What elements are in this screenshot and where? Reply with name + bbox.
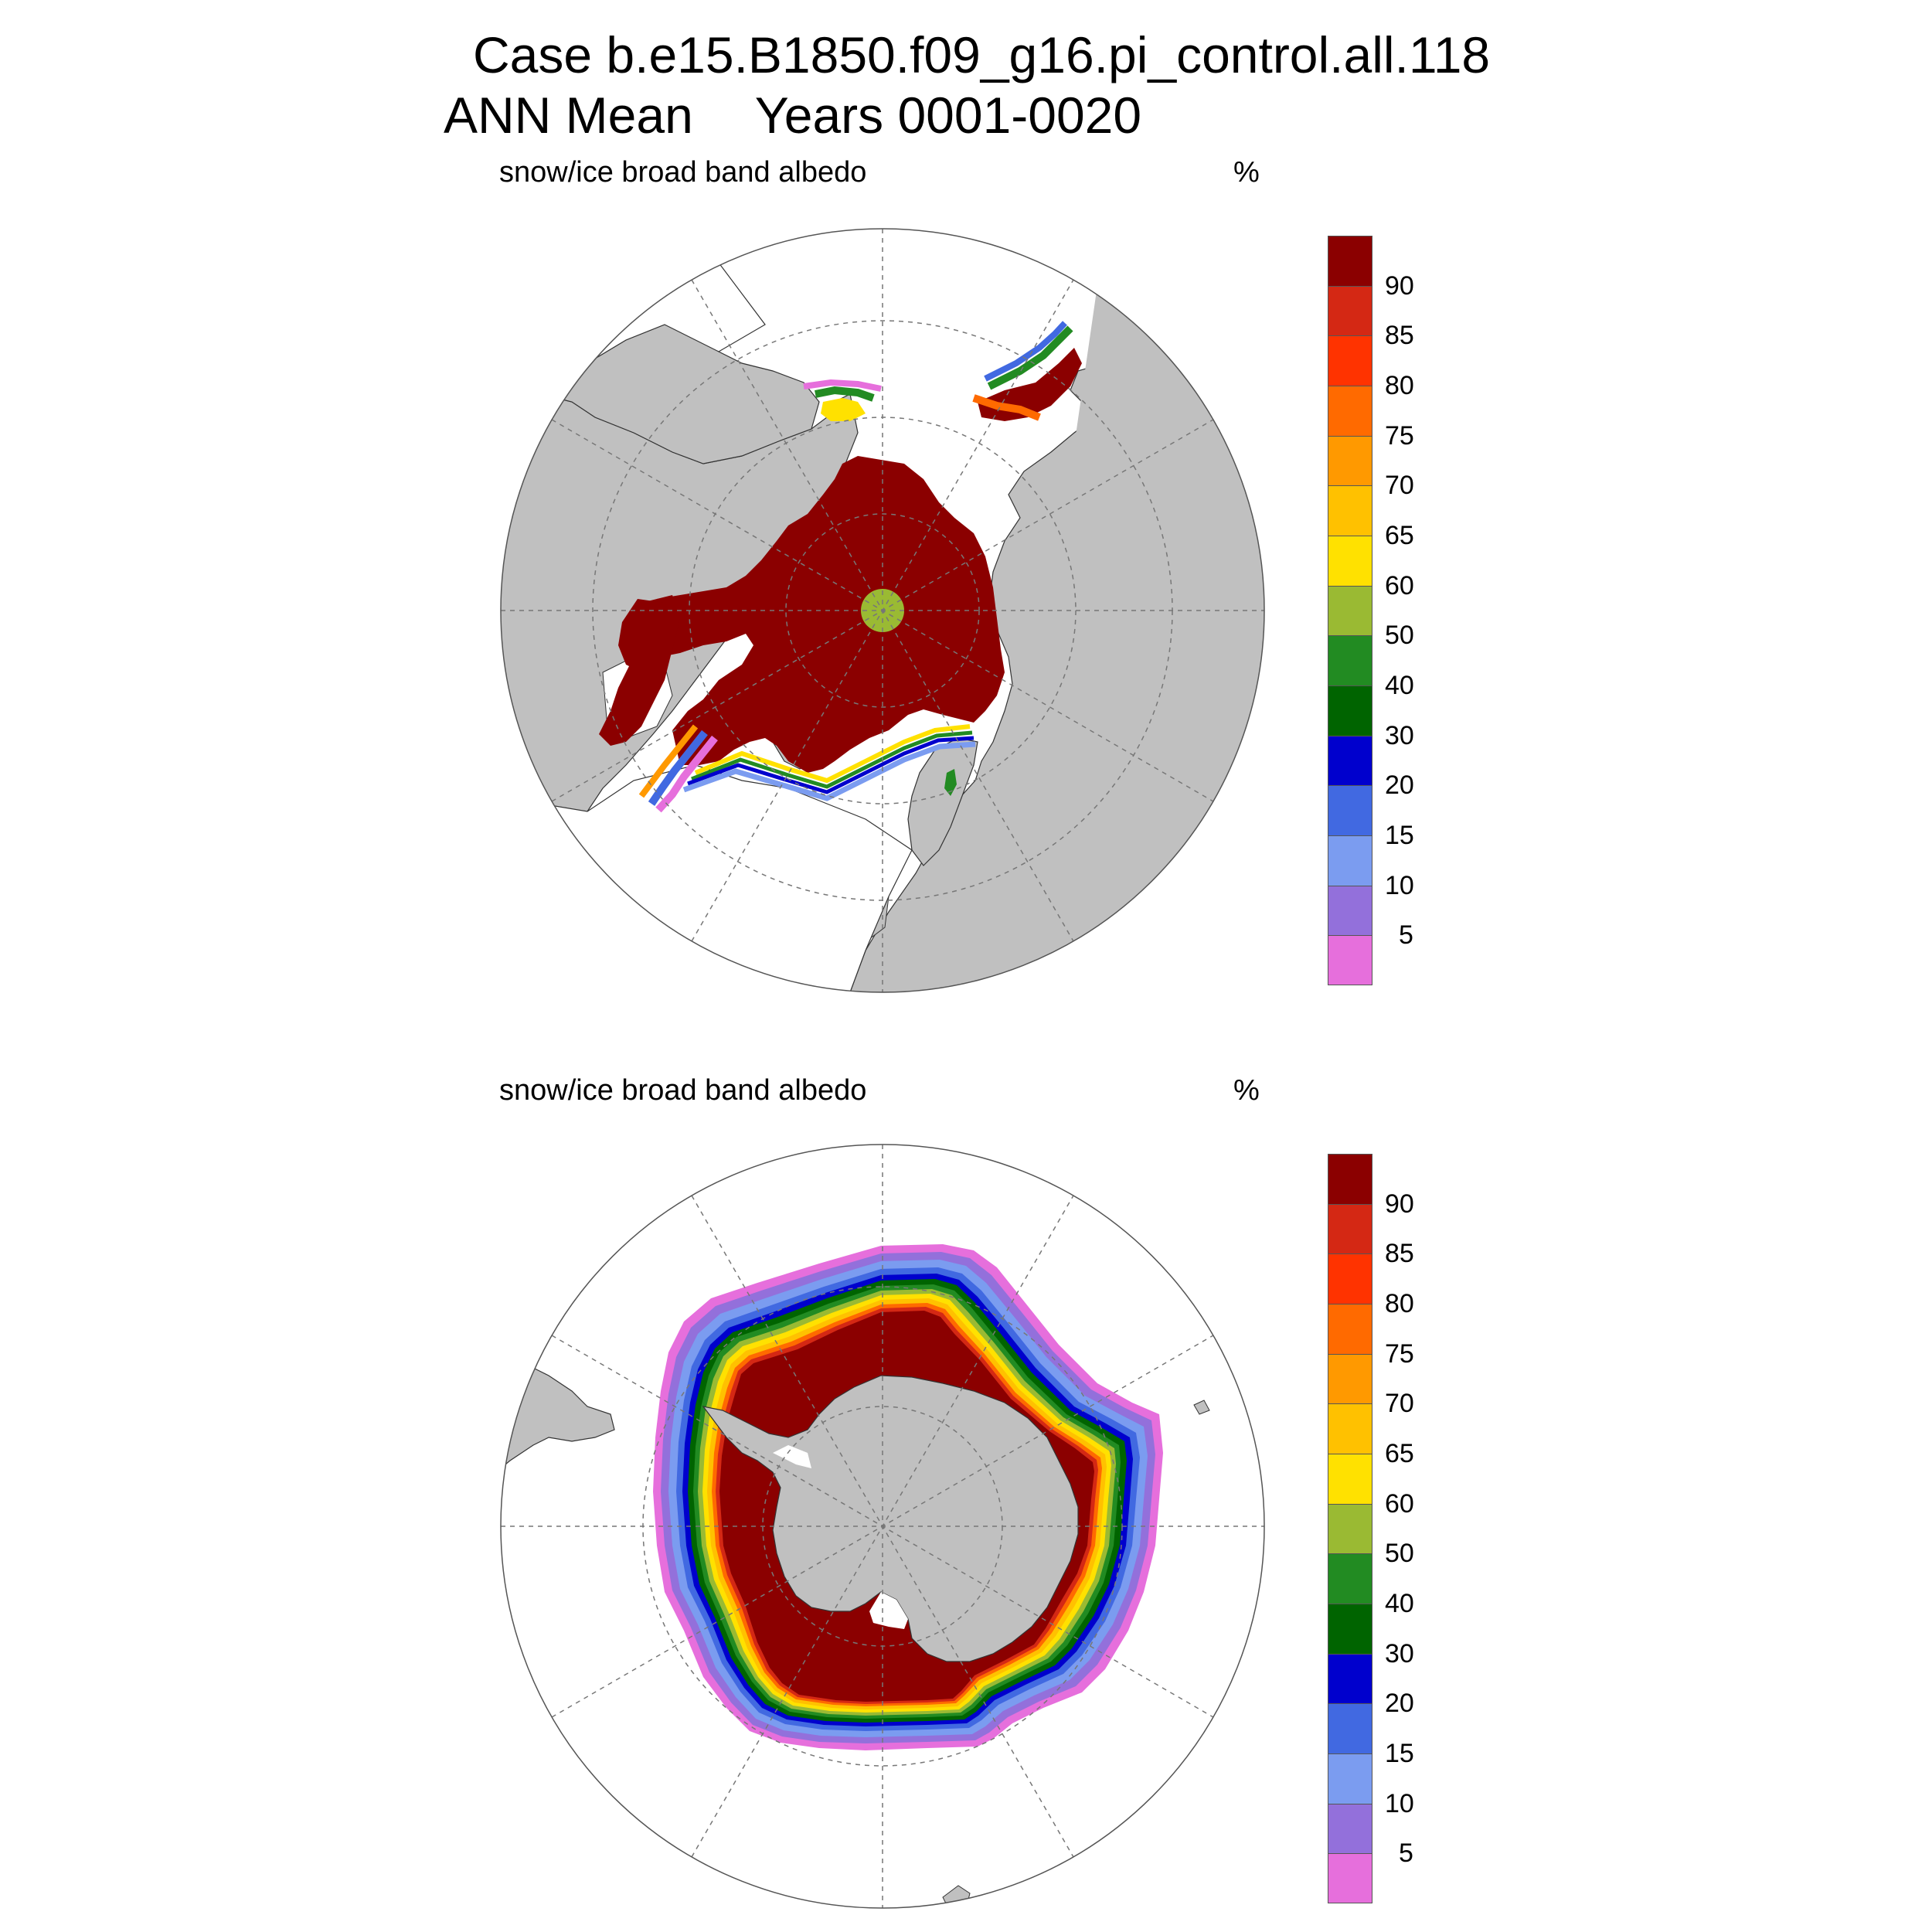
colorbar-swatch xyxy=(1328,1154,1372,1204)
colorbar-tick-label: 40 xyxy=(1385,671,1414,700)
colorbar-tick-label: 5 xyxy=(1399,1838,1413,1869)
colorbar-tick-label: 50 xyxy=(1385,1539,1414,1569)
north-sea-ice-baltic xyxy=(944,769,957,796)
north-sea-ice-labrador-margin-b xyxy=(648,730,708,806)
north-sea-ice-arctic xyxy=(641,456,1005,773)
colorbar-tick-label: 80 xyxy=(1385,1289,1414,1318)
colorbar-tick-label: 10 xyxy=(1385,870,1414,900)
colorbar-tick-label: 65 xyxy=(1385,1439,1414,1468)
season-label: ANN Mean xyxy=(444,87,693,144)
colorbar-tick-label: 90 xyxy=(1385,1189,1414,1219)
colorbar-tick-label: 75 xyxy=(1385,420,1414,451)
south-land-south-america xyxy=(501,1363,615,1470)
north-colorbar: 5 10 15 20 30 40 50 60 65 70 75 80 85 90 xyxy=(1328,236,1414,985)
north-sea-ice-okhotsk-margin xyxy=(987,325,1073,390)
colorbar-tick-label: 40 xyxy=(1385,1589,1414,1618)
north-sea-ice-bering xyxy=(821,398,866,421)
south-graticule xyxy=(501,1145,1264,1908)
colorbar-tick-label: 70 xyxy=(1385,471,1414,501)
colorbar-tick-label: 75 xyxy=(1385,1338,1414,1369)
case-title: Case b.e15.B1850.f09_g16.pi_control.all.… xyxy=(473,26,1491,83)
south-map-content xyxy=(501,1244,1210,1908)
north-sea-ice-margin-4 xyxy=(682,741,976,801)
colorbar-swatch xyxy=(1328,1503,1372,1554)
south-variable-label: snow/ice broad band albedo xyxy=(499,1074,867,1107)
colorbar-swatch xyxy=(1328,536,1372,586)
colorbar-tick-label: 70 xyxy=(1385,1389,1414,1419)
north-sea-ice-margin-3 xyxy=(687,736,975,794)
south-units-label: % xyxy=(1233,1074,1260,1107)
colorbar-swatch xyxy=(1328,1604,1372,1654)
north-sea-ice-okhotsk-margin-c xyxy=(972,394,1041,421)
north-land-east xyxy=(927,229,1264,992)
colorbar-frame xyxy=(1328,236,1372,985)
north-units-label: % xyxy=(1233,156,1260,189)
colorbar-swatch xyxy=(1328,1253,1372,1304)
colorbar-tick-label: 15 xyxy=(1385,821,1414,850)
colorbar-tick-label: 65 xyxy=(1385,521,1414,550)
north-polar-map xyxy=(500,228,1265,993)
south-colorbar: 5 10 15 20 30 40 50 60 65 70 75 80 85 90 xyxy=(1328,1154,1414,1903)
colorbar-tick-label: 80 xyxy=(1385,371,1414,400)
north-sea-ice-labrador-margin xyxy=(638,724,699,798)
years-label: Years 0001-0020 xyxy=(754,87,1142,144)
south-weddell-embayment xyxy=(773,1445,811,1468)
north-sea-ice-hudson xyxy=(618,599,680,672)
colorbar-swatch xyxy=(1328,785,1372,835)
colorbar-tick-label: 10 xyxy=(1385,1788,1414,1818)
north-sea-ice-labrador-margin-c xyxy=(655,735,718,813)
north-graticule xyxy=(501,229,1264,992)
colorbar-swatch xyxy=(1328,1553,1372,1604)
north-map-border xyxy=(500,228,1265,993)
north-sea-ice-bering-margin-b xyxy=(803,379,882,392)
north-sea-ice-okhotsk-margin-b xyxy=(984,321,1067,382)
colorbar-tick-label: 5 xyxy=(1399,920,1413,951)
north-sea-ice-margin-2 xyxy=(691,730,973,789)
colorbar-tick-label: 60 xyxy=(1385,570,1414,600)
colorbar-swatch xyxy=(1328,485,1372,536)
colorbar-swatch xyxy=(1328,585,1372,636)
colorbar-swatch xyxy=(1328,236,1372,286)
north-variable-label: snow/ice broad band albedo xyxy=(499,156,867,189)
colorbar-tick-label: 20 xyxy=(1385,1689,1414,1719)
colorbar-tick-label: 90 xyxy=(1385,270,1414,301)
colorbar-frame xyxy=(1328,1154,1372,1903)
season-years-title: ANN Mean Years 0001-0020 xyxy=(444,90,1141,141)
colorbar-tick-label: 50 xyxy=(1385,621,1414,651)
colorbar-tick-label: 20 xyxy=(1385,770,1414,801)
colorbar-tick-label: 30 xyxy=(1385,720,1414,750)
north-sea-ice-okhotsk xyxy=(978,348,1082,421)
colorbar-tick-label: 15 xyxy=(1385,1739,1414,1768)
colorbar-tick-label: 60 xyxy=(1385,1488,1414,1519)
south-land-kerguelen xyxy=(1193,1400,1210,1415)
south-map-border xyxy=(500,1144,1265,1909)
north-sea-ice-bering-margin xyxy=(815,386,875,402)
colorbar-tick-label: 30 xyxy=(1385,1638,1414,1668)
colorbar-swatch xyxy=(1328,335,1372,386)
colorbar-swatch xyxy=(1328,885,1372,936)
south-ross-embayment xyxy=(869,1592,908,1629)
north-sea-ice-margin-1 xyxy=(694,724,971,784)
colorbar-swatch xyxy=(1328,1803,1372,1854)
north-map-content xyxy=(501,229,1264,992)
colorbar-tick-label: 85 xyxy=(1385,321,1414,351)
colorbar-swatch xyxy=(1328,1203,1372,1254)
south-polar-map xyxy=(500,1144,1265,1909)
colorbar-swatch xyxy=(1328,1403,1372,1454)
colorbar-tick-label: 85 xyxy=(1385,1239,1414,1269)
